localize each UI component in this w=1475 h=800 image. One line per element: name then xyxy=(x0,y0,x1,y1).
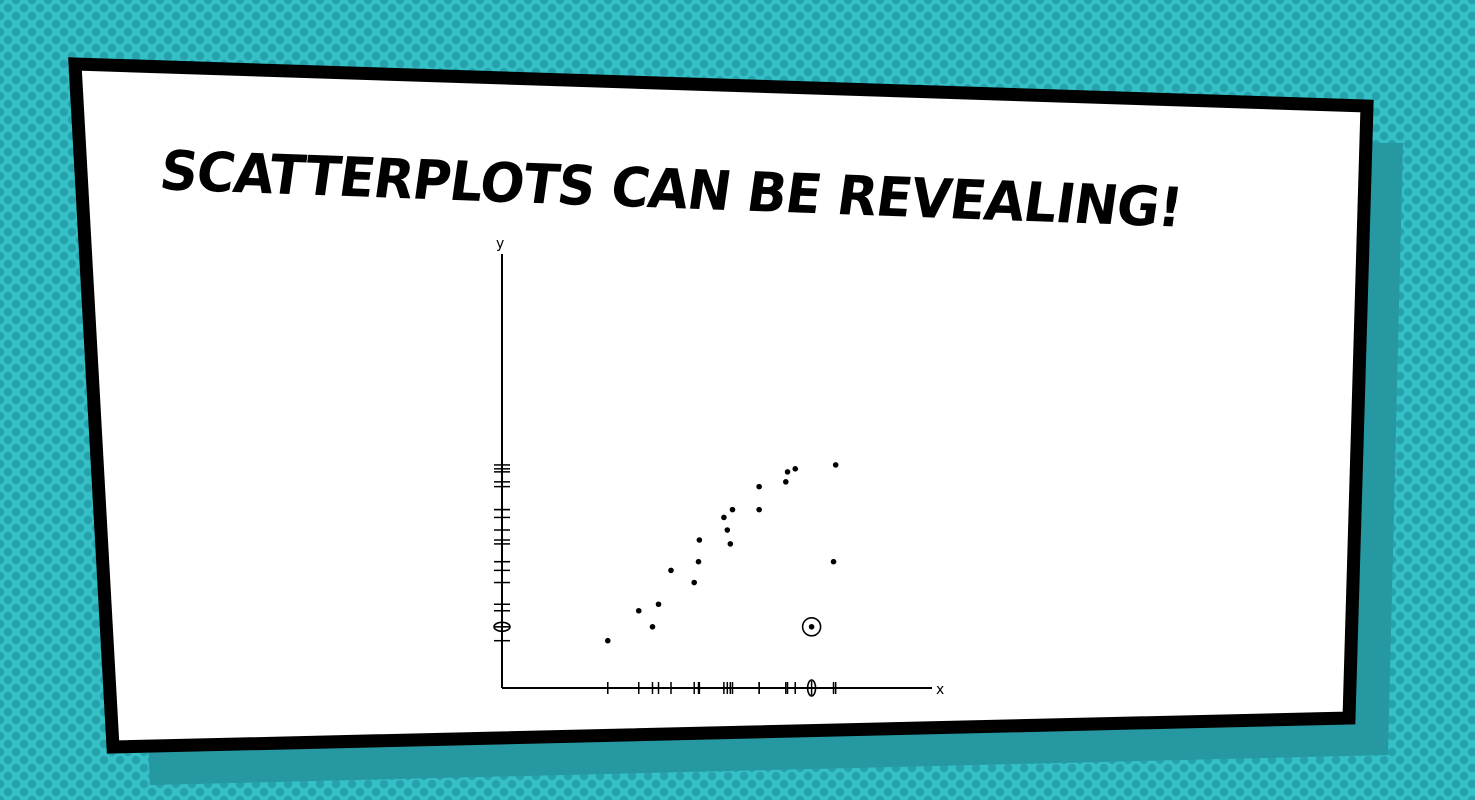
scatter-point xyxy=(691,579,698,586)
scatter-point xyxy=(721,514,727,521)
y-rug-marks xyxy=(493,464,511,642)
scatter-point xyxy=(832,462,839,468)
x-rug-outlier-mark xyxy=(806,679,817,697)
scatter-point xyxy=(792,466,799,472)
outlier-circle xyxy=(801,617,822,637)
scatter-point xyxy=(783,479,789,485)
x-rug-marks xyxy=(607,679,837,697)
outlier-point xyxy=(808,624,815,630)
scatter-point xyxy=(655,601,662,608)
scatter-point xyxy=(635,607,642,614)
scatter-point xyxy=(724,527,731,533)
scatter-point xyxy=(604,637,611,644)
scatter-chart: y x xyxy=(493,236,944,698)
scatter-point xyxy=(668,567,674,574)
y-axis-label: y xyxy=(496,236,504,252)
scatter-point xyxy=(756,506,762,513)
scatter-point xyxy=(784,469,791,475)
scatter-points xyxy=(604,462,839,644)
scatter-point xyxy=(756,483,762,490)
scatter-point xyxy=(727,541,734,547)
scatter-point xyxy=(729,506,736,513)
comic-panel xyxy=(68,57,1374,754)
scatter-point xyxy=(695,558,702,565)
x-axis-label: x xyxy=(936,682,944,698)
scatter-point xyxy=(830,558,837,565)
scatter-point xyxy=(696,537,703,543)
scatter-point xyxy=(649,624,656,630)
chart-axes: y x xyxy=(496,236,944,698)
